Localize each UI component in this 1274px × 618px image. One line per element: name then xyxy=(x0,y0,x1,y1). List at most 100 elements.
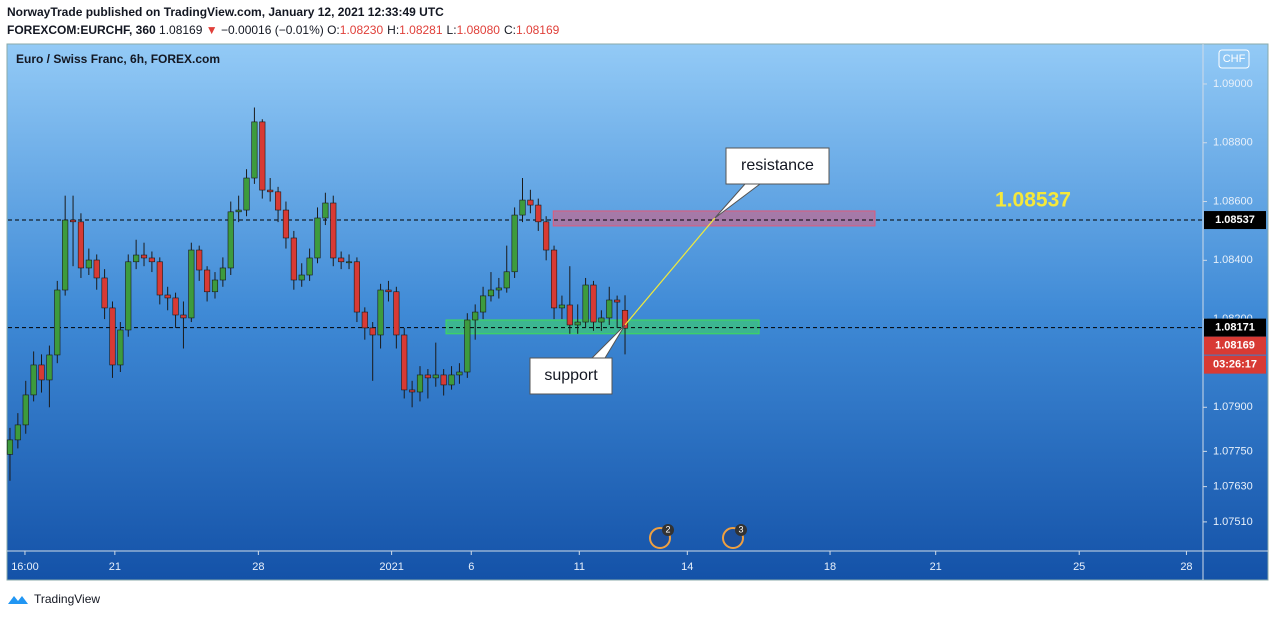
event-badge xyxy=(735,524,747,536)
candle-body xyxy=(101,277,108,309)
arrow: ▼ xyxy=(205,23,218,37)
candle-body xyxy=(448,374,455,386)
y-tick-label: 1.07510 xyxy=(1213,516,1253,528)
candle-body xyxy=(109,307,116,366)
candle-body xyxy=(54,289,61,356)
candle-body xyxy=(345,261,353,264)
candle-body xyxy=(582,284,589,323)
candle-body xyxy=(472,311,479,321)
candle-body xyxy=(361,311,368,329)
candle-body xyxy=(196,249,203,271)
x-tick-label: 2021 xyxy=(379,561,403,573)
candle-body xyxy=(22,394,29,426)
candle-body xyxy=(535,204,542,223)
candle-body xyxy=(259,121,266,191)
countdown-tag xyxy=(1204,355,1266,374)
candle-body xyxy=(227,211,234,269)
candle-body xyxy=(219,267,226,281)
candle-body xyxy=(574,321,581,326)
price-tag-label: 1.08537 xyxy=(1215,214,1255,226)
candle-body xyxy=(140,254,148,259)
x-tick-label: 6 xyxy=(468,561,474,573)
candle-body xyxy=(519,199,526,216)
logo xyxy=(8,596,28,604)
candle-body xyxy=(6,439,14,455)
candle-body xyxy=(180,314,187,319)
candle-body xyxy=(503,271,510,289)
candle-body xyxy=(550,249,558,309)
candle-body xyxy=(204,269,211,293)
candle-body xyxy=(267,189,274,193)
event-badge xyxy=(662,524,674,536)
header-line: NorwayTrade published on TradingView.com… xyxy=(7,5,444,19)
candle-body xyxy=(456,371,463,376)
candle-body xyxy=(77,221,84,269)
candle-body xyxy=(511,214,518,273)
candle-body xyxy=(621,309,629,329)
candle-body xyxy=(172,297,179,316)
candle-body xyxy=(314,217,321,259)
change: −0.00016 (−0.01%) xyxy=(221,23,324,37)
ohlc-value: 1.08080 xyxy=(456,23,500,37)
ohlc-value: 1.08169 xyxy=(515,23,560,37)
candle-body xyxy=(495,287,502,291)
candle-body xyxy=(424,374,431,379)
candle-body xyxy=(235,209,242,213)
y-tick-label: 1.08800 xyxy=(1213,137,1253,149)
currency: CHF xyxy=(1223,53,1246,65)
candle-body xyxy=(409,389,416,393)
candle-body xyxy=(369,327,376,336)
price-annotation: 1.08537 xyxy=(995,189,1071,212)
candle-body xyxy=(14,424,21,441)
candle-body xyxy=(133,254,140,263)
candle-body xyxy=(558,304,565,309)
price-tag xyxy=(1204,318,1266,337)
candle-body xyxy=(298,274,305,281)
candle-body xyxy=(614,299,621,303)
y-tick-label: 1.07900 xyxy=(1213,401,1253,413)
candle-body xyxy=(211,279,219,293)
candle-body xyxy=(480,295,487,313)
candle-body xyxy=(377,289,384,336)
author: NorwayTrade published on TradingView.com… xyxy=(7,5,444,19)
ohlc-label: O: xyxy=(327,23,340,37)
ohlc-label: C: xyxy=(503,23,516,37)
y-tick-label: 1.08600 xyxy=(1213,195,1253,207)
candle-body xyxy=(62,219,69,291)
candle-body xyxy=(432,374,439,379)
price-tag-label: 1.08171 xyxy=(1215,322,1255,334)
ohlc-value: 1.08281 xyxy=(399,23,443,37)
brand: TradingView xyxy=(34,592,101,606)
candle-body xyxy=(38,364,45,381)
candle-body xyxy=(243,177,250,211)
price-tag xyxy=(1204,211,1266,230)
candle-body xyxy=(148,257,155,263)
countdown: 03:26:17 xyxy=(1213,359,1257,371)
chart-bg xyxy=(6,43,1269,581)
candle-body xyxy=(385,289,392,293)
candle-body xyxy=(69,219,77,223)
ohlc-label: L: xyxy=(446,23,457,37)
last-price-tag xyxy=(1204,336,1266,355)
candle-body xyxy=(275,191,282,211)
support-label: support xyxy=(544,367,598,384)
y-tick-label: 1.08400 xyxy=(1213,254,1253,266)
x-tick-label: 28 xyxy=(252,561,264,573)
y-tick-label: 1.07750 xyxy=(1213,445,1253,457)
x-tick-label: 21 xyxy=(109,561,121,573)
ohlc: O:1.08230 H:1.08281 L:1.08080 C:1.08169 xyxy=(327,23,559,37)
last-price-label: 1.08169 xyxy=(1215,340,1255,352)
candle-body xyxy=(46,354,53,381)
x-tick-label: 25 xyxy=(1073,561,1085,573)
candle-body xyxy=(393,291,400,336)
resistance-box xyxy=(0,0,829,184)
candle-body xyxy=(527,199,534,206)
x-tick-label: 28 xyxy=(1180,561,1192,573)
x-tick-label: 18 xyxy=(824,561,836,573)
last: 1.08169 xyxy=(159,23,203,37)
resistance-label: resistance xyxy=(741,157,814,174)
y-tick-label: 1.09000 xyxy=(1213,78,1253,90)
candle-body xyxy=(416,374,424,393)
ohlc-label: H: xyxy=(387,23,400,37)
